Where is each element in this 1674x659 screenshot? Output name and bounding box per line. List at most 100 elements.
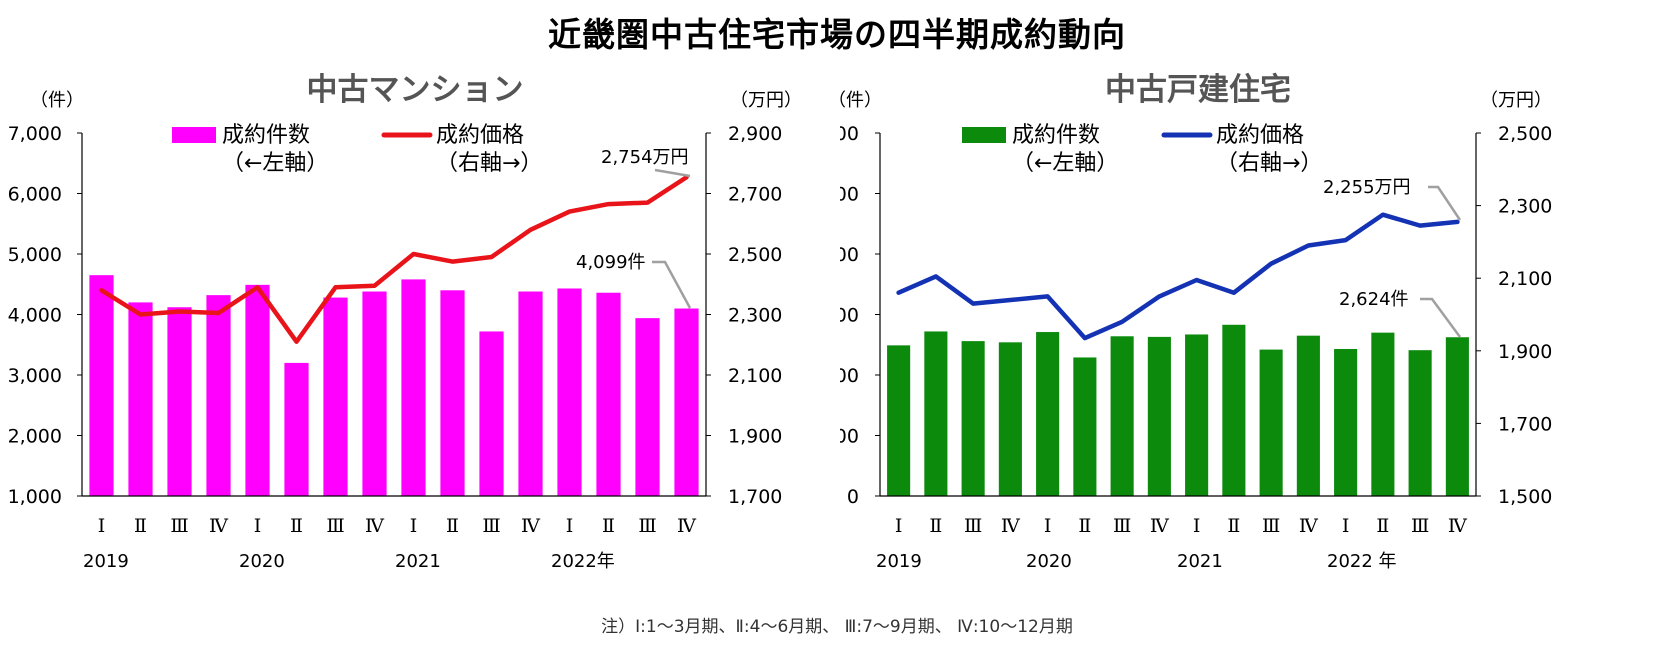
price-annotation-leader [1428,185,1462,221]
x-tick-label: Ⅰ [254,515,262,537]
left-tick-label: 4,000 [8,305,62,327]
bar-15 [1408,350,1432,496]
legend-line-label: 成約価格 [1216,123,1304,148]
x-tick-label: Ⅳ [1150,515,1170,537]
bar-1 [887,345,911,496]
right-tick-label: 1,900 [728,426,782,448]
x-tick-label: Ⅲ [638,515,656,537]
bar-4 [206,295,231,496]
legend-line-label: 成約価格 [436,123,524,148]
x-tick-label: Ⅲ [1411,515,1429,537]
price-line [896,212,1460,341]
bar-5 [245,284,270,496]
bar-14 [596,292,621,496]
price-annotation: 2,255万円 [1323,177,1411,198]
x-tick-label: Ⅳ [1001,515,1021,537]
chart-house: 中古戸建住宅 （件） （万円） 0 1,000 2,000 3,000 4,000 5,000 6… [840,72,1552,572]
year-label: 2022年 [551,551,615,572]
bar-8 [362,291,387,496]
bar-4 [998,342,1022,496]
right-axis-unit: （万円） [730,90,802,111]
count-annotation-leader [1420,297,1462,338]
chart-mansion: 中古マンション （件） （万円） 1,000 2,000 3,000 4,000 5,000 6… [8,72,802,572]
bar-12 [518,291,543,496]
left-tick-label: 6,000 [8,184,62,206]
year-label: 2019 [876,551,922,572]
bar-11 [479,331,504,496]
year-label: 2021 [1177,551,1223,572]
bar-6 [1073,357,1097,496]
right-tick-label: 1,900 [1498,341,1552,363]
right-tick-label: 2,500 [728,244,782,266]
year-label: 2021 [395,551,441,572]
left-tick-label: 3,000 [8,365,62,387]
x-tick-label: Ⅲ [964,515,982,537]
legend-line-sublabel: （右軸→） [436,151,542,176]
year-label: 2019 [83,551,129,572]
bar-13 [557,288,582,496]
x-tick-label: Ⅰ [410,515,418,537]
bar-3 [167,307,192,496]
main-title: 近畿圏中古住宅市場の四半期成約動向 [548,15,1126,54]
x-tick-label: Ⅱ [134,515,147,537]
legend-bar-sublabel: （←左軸） [1012,151,1118,176]
left-tick-label: 5,000 [840,184,859,206]
bar-7 [1110,336,1134,496]
bar-2 [924,331,948,496]
year-label: 2020 [1026,551,1072,572]
left-tick-label: 0 [847,486,859,508]
price-line [99,174,689,344]
bar-2 [128,302,153,496]
chart-title: 中古マンション [307,72,524,108]
bar-12 [1296,335,1320,496]
x-tick-label: Ⅰ [895,515,903,537]
count-annotation-leader [652,260,692,309]
bar-15 [635,318,660,496]
x-tick-label: Ⅲ [1113,515,1131,537]
left-tick-label: 5,000 [8,244,62,266]
bar-14 [1371,332,1395,496]
bar-16 [1445,337,1469,496]
x-tick-label: Ⅳ [1448,515,1468,537]
x-tick-label: Ⅲ [326,515,344,537]
right-tick-label: 2,100 [1498,268,1552,290]
x-tick-label: Ⅰ [1342,515,1350,537]
price-annotation: 2,754万円 [601,147,689,168]
bar-9 [1185,334,1209,496]
right-tick-label: 1,500 [1498,486,1552,508]
x-tick-label: Ⅳ [209,515,229,537]
left-axis-unit: （件） [30,90,84,111]
bar-1 [89,275,114,496]
left-tick-label: 2,000 [840,365,859,387]
x-tick-label: Ⅲ [482,515,500,537]
chart-title: 中古戸建住宅 [1105,72,1291,108]
legend-bar-swatch [172,127,216,143]
right-tick-label: 2,500 [1498,123,1552,145]
x-tick-label: Ⅱ [446,515,459,537]
left-tick-label: 1,000 [8,486,62,508]
x-tick-label: Ⅳ [677,515,697,537]
bar-6 [284,362,309,496]
x-tick-label: Ⅲ [1262,515,1280,537]
x-tick-label: Ⅳ [521,515,541,537]
right-tick-label: 2,700 [728,184,782,206]
bar-16 [674,308,699,496]
bar-11 [1259,349,1283,496]
right-tick-label: 2,100 [728,365,782,387]
x-tick-label: Ⅳ [1299,515,1319,537]
right-tick-label: 2,300 [728,305,782,327]
year-label: 2020 [239,551,285,572]
bar-9 [401,279,426,496]
left-tick-label: 6,000 [840,123,859,145]
bar-5 [1036,332,1060,496]
right-axis-unit: （万円） [1480,90,1552,111]
price-annotation-leader [654,168,691,178]
right-tick-label: 2,300 [1498,196,1552,218]
legend-bar-swatch [962,127,1006,143]
bar-10 [1222,324,1246,496]
x-tick-label: Ⅲ [170,515,188,537]
x-tick-label: Ⅰ [98,515,106,537]
x-tick-label: Ⅱ [602,515,615,537]
left-tick-label: 2,000 [8,426,62,448]
left-tick-label: 1,000 [840,426,859,448]
